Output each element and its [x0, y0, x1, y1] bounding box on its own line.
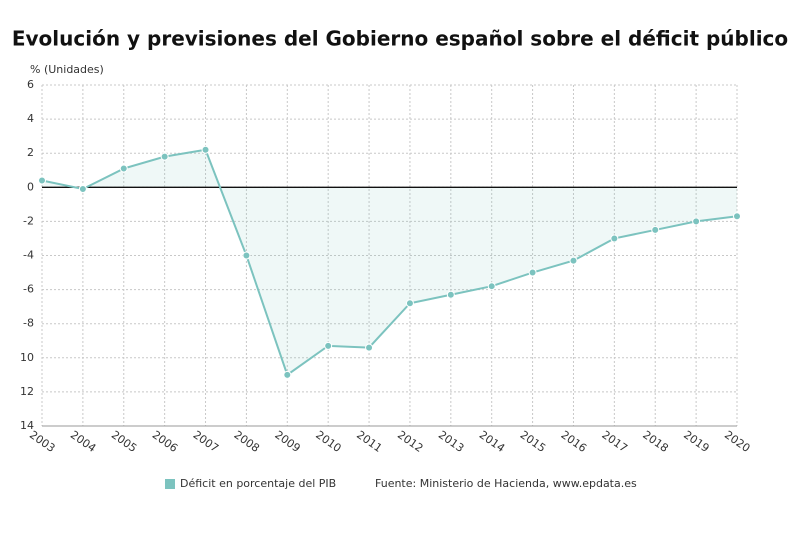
- chart-title: Evolución y previsiones del Gobierno esp…: [12, 27, 788, 51]
- point: [446, 290, 455, 299]
- point: [569, 256, 578, 265]
- y-tick-label: 14: [20, 419, 34, 432]
- point: [242, 251, 251, 260]
- point: [38, 176, 46, 185]
- x-tick-label: 2015: [518, 428, 548, 455]
- x-tick-label: 2009: [272, 428, 302, 455]
- y-tick-label: 0: [27, 180, 34, 193]
- area: [42, 149, 737, 375]
- x-tick-label: 2018: [640, 428, 670, 455]
- x-tick-label: 2016: [559, 428, 589, 455]
- y-tick-label: -4: [23, 249, 34, 262]
- x-tick-label: 2006: [150, 428, 180, 455]
- x-tick-label: 2003: [27, 428, 57, 455]
- source: Fuente: Ministerio de Hacienda, www.epda…: [375, 477, 637, 490]
- y-tick-label: -8: [23, 317, 34, 330]
- x-tick-label: 2008: [232, 428, 262, 455]
- x-tick-label: 2017: [599, 428, 629, 455]
- x-tick-label: 2014: [477, 428, 507, 455]
- legend-swatch: [165, 479, 175, 489]
- x-tick-label: 2019: [681, 428, 711, 455]
- y-tick-label: -2: [23, 214, 34, 227]
- point: [610, 234, 619, 243]
- x-tick-label: 2005: [109, 428, 139, 455]
- point: [733, 212, 741, 221]
- point: [365, 343, 374, 352]
- x-tick-label: 2010: [313, 428, 343, 455]
- point: [487, 282, 496, 291]
- point: [283, 370, 292, 379]
- point: [405, 299, 414, 308]
- y-axis-label: % (Unidades): [30, 63, 104, 76]
- x-tick-label: 2011: [354, 428, 384, 455]
- line: [41, 148, 738, 377]
- point: [651, 225, 660, 234]
- point: [119, 164, 128, 173]
- point: [78, 185, 87, 194]
- y-tick-label: 12: [20, 385, 34, 398]
- y-tick-label: 4: [27, 112, 34, 125]
- point: [692, 217, 701, 226]
- x-tick-label: 2007: [191, 428, 221, 455]
- x-tick-label: 2013: [436, 428, 466, 455]
- legend-label: Déficit en porcentaje del PIB: [180, 477, 336, 490]
- point: [201, 145, 210, 154]
- x-tick-label: 2020: [722, 428, 752, 455]
- point: [324, 341, 333, 350]
- x-tick-label: 2004: [68, 428, 98, 455]
- point: [528, 268, 537, 277]
- y-tick-label: -6: [23, 283, 34, 296]
- y-tick-label: 6: [27, 78, 34, 91]
- x-tick-label: 2012: [395, 428, 425, 455]
- y-tick-label: 10: [20, 351, 34, 364]
- y-tick-label: 2: [27, 146, 34, 159]
- point: [160, 152, 169, 161]
